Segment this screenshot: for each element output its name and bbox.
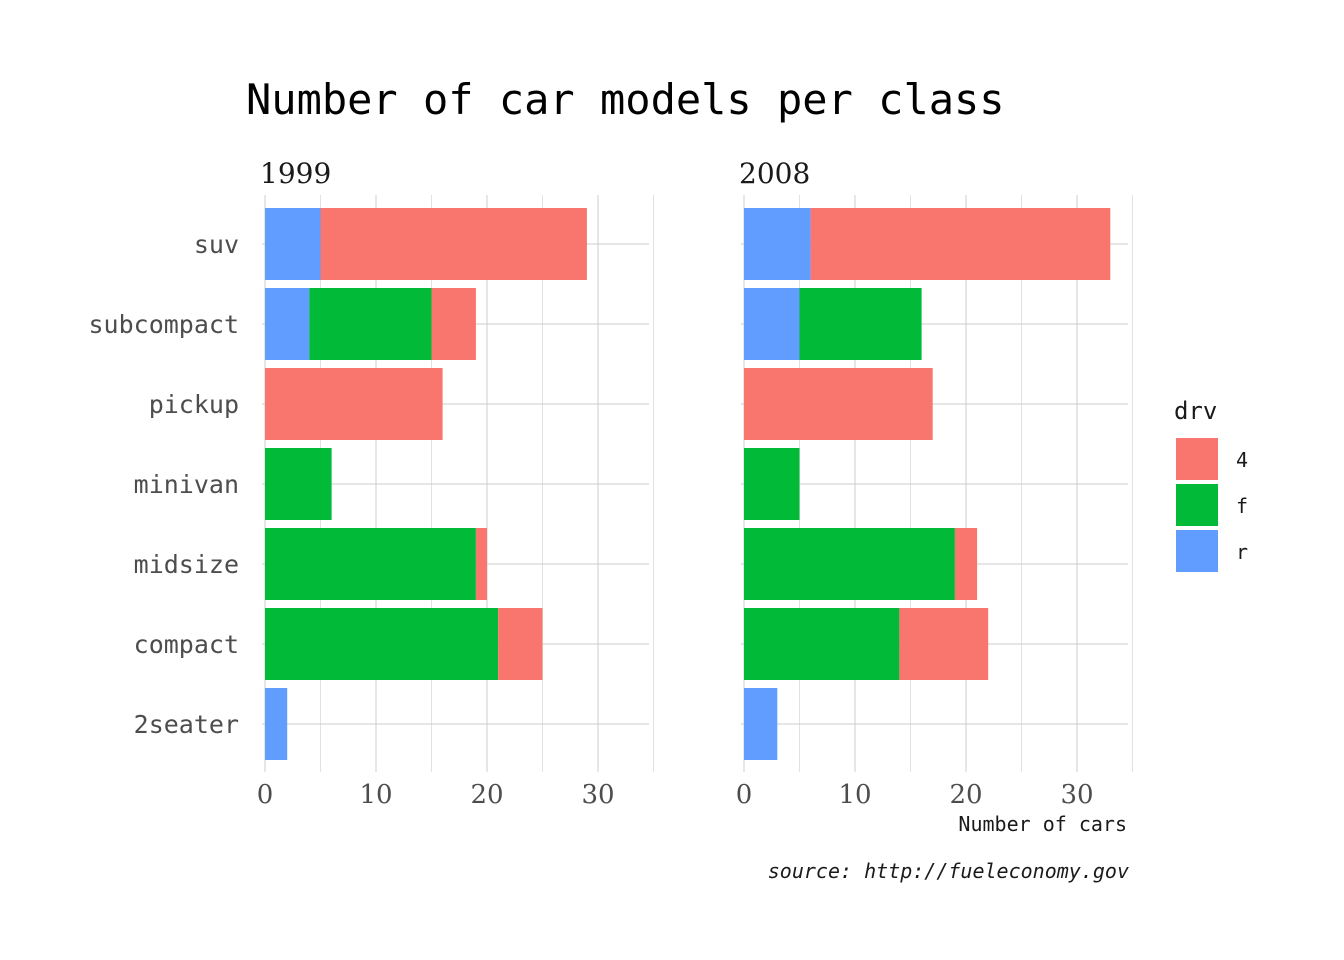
bar-compact-4 xyxy=(899,608,989,680)
y-tick-label: subcompact xyxy=(88,310,239,339)
bar-suv-r xyxy=(744,208,811,280)
bar-minivan-f xyxy=(744,448,800,520)
bar-2seater-r xyxy=(744,688,778,760)
facet-label: 1999 xyxy=(260,157,331,190)
bar-suv-4 xyxy=(810,208,1111,280)
chart-title: Number of car models per class xyxy=(246,75,1005,124)
x-tick-label: 0 xyxy=(257,780,274,810)
facet-label: 2008 xyxy=(739,157,810,190)
bar-subcompact-f xyxy=(799,288,922,360)
facet-panel-2008: 2008 0 10 20 30 xyxy=(736,157,1133,810)
x-tick-label: 20 xyxy=(949,780,982,810)
legend-key-4 xyxy=(1176,438,1218,480)
bar-compact-f xyxy=(744,608,900,680)
x-tick-label: 0 xyxy=(736,780,753,810)
legend-label: r xyxy=(1236,540,1248,564)
bar-midsize-f xyxy=(744,528,955,600)
bar-midsize-4 xyxy=(954,528,978,600)
bar-subcompact-f xyxy=(309,288,432,360)
legend-label: f xyxy=(1236,494,1248,518)
facet-panel-1999: 1999 0 10 20 30 2seater compact midsize minivan p… xyxy=(88,157,654,810)
bar-pickup-4 xyxy=(265,368,443,440)
bar-compact-f xyxy=(265,608,499,680)
chart-caption: source: http://fueleconomy.gov xyxy=(768,859,1129,883)
legend-title: drv xyxy=(1174,397,1217,425)
legend: drv 4 fr xyxy=(1174,397,1248,572)
x-tick-label: 30 xyxy=(1060,780,1093,810)
bar-suv-4 xyxy=(320,208,587,280)
bar-midsize-f xyxy=(265,528,476,600)
y-tick-label: midsize xyxy=(134,550,239,579)
bar-pickup-4 xyxy=(744,368,933,440)
x-tick-label: 10 xyxy=(838,780,871,810)
bar-subcompact-4 xyxy=(431,288,476,360)
x-tick-label: 30 xyxy=(581,780,614,810)
bar-suv-r xyxy=(265,208,321,280)
x-tick-label: 10 xyxy=(359,780,392,810)
x-tick-label: 20 xyxy=(470,780,503,810)
y-tick-label: minivan xyxy=(134,470,239,499)
legend-key-f xyxy=(1176,484,1218,526)
y-tick-label: suv xyxy=(194,230,239,259)
legend-label: 4 xyxy=(1236,448,1248,472)
y-tick-label: 2seater xyxy=(134,710,239,739)
bar-subcompact-r xyxy=(265,288,310,360)
bar-minivan-f xyxy=(265,448,332,520)
bar-subcompact-r xyxy=(744,288,800,360)
y-tick-label: compact xyxy=(134,630,239,659)
y-tick-label: pickup xyxy=(149,390,239,419)
bar-midsize-4 xyxy=(475,528,487,600)
facet-panels: 1999 0 10 20 30 2seater compact midsize minivan p… xyxy=(88,157,1133,810)
bar-compact-4 xyxy=(498,608,543,680)
x-axis-label: Number of cars xyxy=(958,812,1127,836)
bar-2seater-r xyxy=(265,688,288,760)
legend-key-r xyxy=(1176,530,1218,572)
